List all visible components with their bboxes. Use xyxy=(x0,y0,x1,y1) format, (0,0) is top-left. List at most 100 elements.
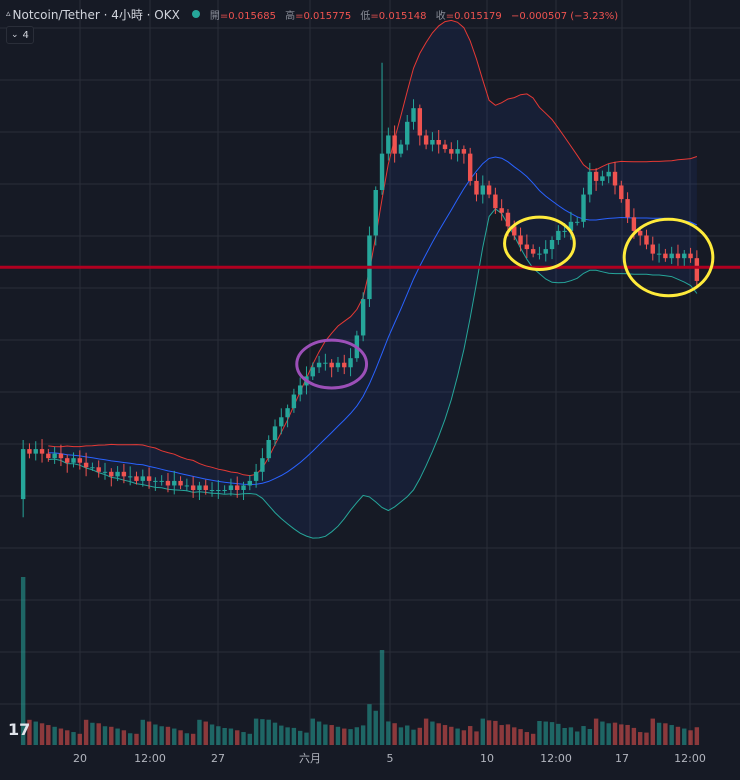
volume-bar xyxy=(115,728,120,745)
candle-body xyxy=(39,449,45,454)
volume-bar xyxy=(272,722,278,745)
candle-body xyxy=(134,476,139,481)
candle-body xyxy=(178,480,183,486)
volume-bar xyxy=(663,723,668,745)
x-tick-label: 10 xyxy=(480,752,494,765)
volume-bar xyxy=(512,727,517,745)
change-value: −0.000507 (−3.23%) xyxy=(510,10,619,22)
volume-bar xyxy=(297,730,303,745)
candle-body xyxy=(631,217,637,231)
volume-bar xyxy=(499,725,504,745)
candle-body xyxy=(310,367,315,377)
volume-bar xyxy=(524,732,530,745)
candle-body xyxy=(71,458,76,463)
volume-bar xyxy=(52,726,57,745)
volume-bar xyxy=(688,730,693,745)
candle-body xyxy=(316,362,322,368)
open-value: =0.015685 xyxy=(219,10,276,22)
x-axis: 20 12:00 27 六月 5 10 12:00 17 12:00 xyxy=(73,752,706,765)
volume-bar xyxy=(467,726,473,745)
volume-bar xyxy=(83,719,89,745)
volume-bar xyxy=(373,710,378,745)
candle-body xyxy=(486,185,492,195)
volume-bar xyxy=(587,729,593,745)
candle-body xyxy=(83,462,89,468)
candle-body xyxy=(669,253,674,259)
volume-bar xyxy=(235,730,240,745)
volume-bar xyxy=(260,719,265,745)
candle-body xyxy=(109,471,114,477)
volume-bar xyxy=(669,725,674,745)
candle-body xyxy=(96,467,101,472)
symbol-title[interactable]: Notcoin/Tether · 4小時 · OKX xyxy=(12,7,180,22)
highlight-ellipses xyxy=(295,215,715,390)
volume-bar xyxy=(537,721,542,745)
volume-bar xyxy=(279,725,284,745)
candle-body xyxy=(556,230,561,240)
candle-body xyxy=(524,244,530,250)
volume-bar xyxy=(77,733,83,745)
candle-body xyxy=(436,140,441,145)
candle-body xyxy=(461,149,467,154)
candle-body xyxy=(530,249,536,254)
volume-bar xyxy=(121,730,127,745)
triangle-icon: ▵ xyxy=(6,9,11,19)
candle-body xyxy=(512,226,517,236)
candle-body xyxy=(405,121,410,145)
candle-body xyxy=(386,135,391,154)
volume-bar xyxy=(304,732,309,745)
volume-bar xyxy=(241,732,246,745)
x-tick-label: 12:00 xyxy=(134,752,166,765)
volume-bar xyxy=(417,727,423,745)
volume-bar xyxy=(90,722,95,745)
indicator-toggle[interactable]: ⌄ 4 xyxy=(6,26,34,44)
candle-body xyxy=(65,458,70,463)
candlestick-series xyxy=(20,62,700,518)
candle-body xyxy=(575,221,580,223)
volume-bar xyxy=(449,726,454,745)
volume-bar xyxy=(134,733,139,745)
volume-bar xyxy=(575,731,580,745)
x-tick-label: 12:00 xyxy=(674,752,706,765)
volume-bar xyxy=(58,728,64,745)
volume-bar xyxy=(65,730,70,745)
candle-body xyxy=(505,212,511,227)
candle-body xyxy=(499,208,504,213)
volume-bar xyxy=(386,721,391,745)
candle-body xyxy=(493,194,498,209)
candle-body xyxy=(474,180,479,195)
volume-bar xyxy=(405,725,410,745)
volume-bar xyxy=(360,725,366,745)
candle-body xyxy=(33,449,38,454)
candle-body xyxy=(190,485,196,490)
candle-body xyxy=(222,490,227,491)
candle-body xyxy=(140,476,145,481)
candle-body xyxy=(587,171,593,195)
tradingview-logo[interactable]: 17 xyxy=(8,720,31,739)
candle-body xyxy=(625,199,630,218)
candle-body xyxy=(694,258,700,281)
candle-body xyxy=(663,253,668,259)
candle-body xyxy=(52,453,57,459)
candle-body xyxy=(417,108,423,136)
volume-bar xyxy=(644,732,649,745)
volume-bar xyxy=(442,725,448,745)
candle-body xyxy=(46,453,51,459)
candle-body xyxy=(644,235,649,245)
volume-bar xyxy=(228,728,234,745)
volume-bar xyxy=(153,724,158,745)
volume-bar xyxy=(694,727,700,745)
volume-bar xyxy=(342,728,347,745)
volume-bar xyxy=(46,725,51,745)
candle-body xyxy=(228,485,234,490)
bollinger-bands xyxy=(48,19,698,539)
candle-body xyxy=(348,358,353,368)
volume-bar xyxy=(606,723,611,745)
candle-body xyxy=(373,190,378,236)
highlight-ellipse-yellow xyxy=(622,217,715,298)
candle-body xyxy=(549,240,555,250)
candle-body xyxy=(360,299,366,336)
volume-bar xyxy=(190,733,196,745)
